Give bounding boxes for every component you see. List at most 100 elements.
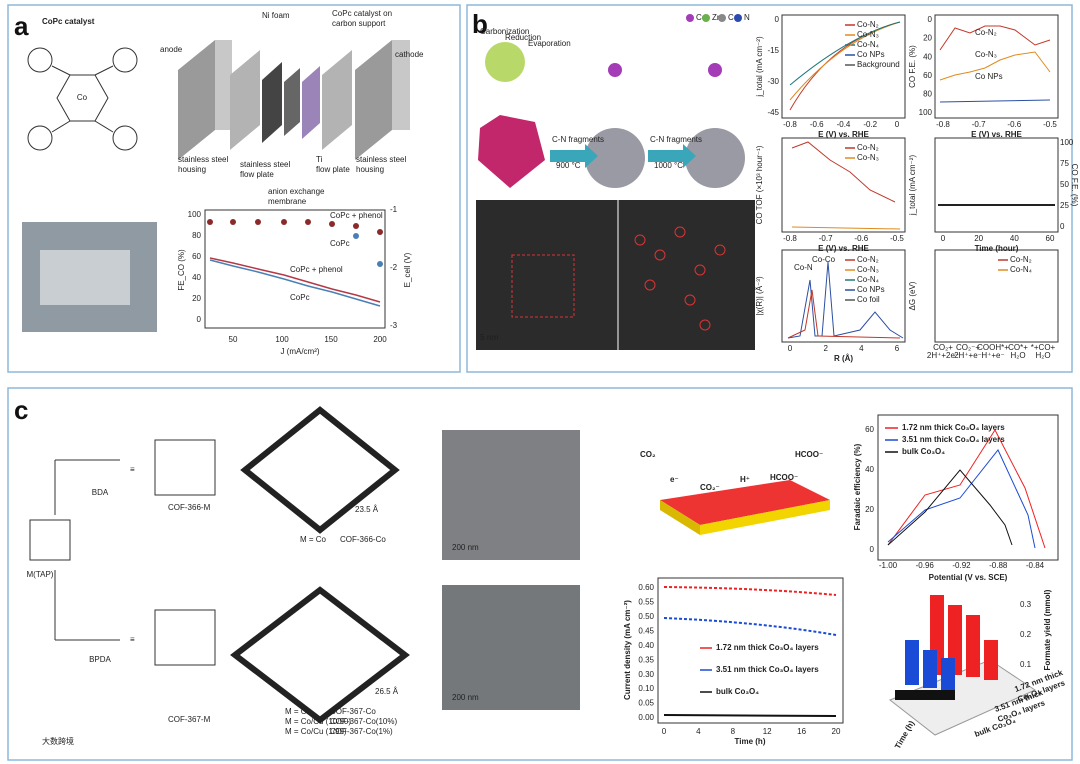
legend-label: Co-N₃ xyxy=(975,50,997,59)
y-tick-label: 40 xyxy=(192,273,201,282)
sem-image xyxy=(442,585,580,710)
legend-label: Co-N₃ xyxy=(857,265,879,274)
axis-label: R (Å) xyxy=(834,354,853,363)
x-tick-label: -0.8 xyxy=(783,120,797,129)
x-tick-label: COOH*+ xyxy=(977,343,1009,352)
y-tick-label: 20 xyxy=(865,505,874,514)
curve xyxy=(663,586,837,596)
x-tick-label: CO₂+ xyxy=(933,343,953,352)
scheme-label: 26.5 Å xyxy=(375,687,399,696)
scheme-label: COF-366-M xyxy=(168,503,211,512)
axis-label: Potential (V vs. SCE) xyxy=(929,573,1008,582)
annotation: Co-Co xyxy=(812,255,836,264)
curve xyxy=(939,25,1051,51)
y-tick-label: 0 xyxy=(870,545,875,554)
c-chart-frames xyxy=(657,414,1059,724)
axis-label: E_cell (V) xyxy=(403,252,412,287)
y-tick-label: 0.30 xyxy=(638,670,654,679)
b-chart-frames xyxy=(781,14,1059,343)
y-tick-label: 0.05 xyxy=(638,699,654,708)
legend-label: Co-N₃ xyxy=(857,153,879,162)
x-tick-label: CO*+ xyxy=(1008,343,1028,352)
molecule xyxy=(27,47,138,151)
y-tick-label: -1 xyxy=(390,205,398,214)
y-tick-label: 40 xyxy=(923,52,932,61)
diagram-label: stainless steel xyxy=(240,160,290,169)
chart-frame xyxy=(657,577,844,724)
chart-frame xyxy=(781,249,906,343)
y-tick-label: -2 xyxy=(390,263,398,272)
chart-frame xyxy=(934,14,1059,119)
x-tick-label: 0 xyxy=(895,120,900,129)
scheme-label: M(TAP) xyxy=(27,570,54,579)
y-tick-label: 0.2 xyxy=(1020,630,1032,639)
axis-label: CO F.E. (%) xyxy=(908,45,917,88)
x-tick-label: -0.6 xyxy=(810,120,824,129)
x-tick-label: 20 xyxy=(974,234,983,243)
watermark: 大数跨境 xyxy=(42,736,74,746)
y-tick-label: 100 xyxy=(919,108,933,117)
atom-label: Co xyxy=(696,13,707,22)
y-tick-label: 75 xyxy=(1060,159,1069,168)
axis-label: Current density (mA cm⁻²) xyxy=(623,600,632,700)
x-tick-label: 2H⁺+e⁻ xyxy=(954,351,982,360)
axis-label: J (mA/cm²) xyxy=(280,347,319,356)
diagram-label: flow plate xyxy=(240,170,274,179)
scale-bar: 200 nm xyxy=(452,693,479,702)
x-tick-label: 2H⁺+2e⁻ xyxy=(927,351,959,360)
scheme-label: ≡ xyxy=(130,635,135,644)
chart-frame xyxy=(934,249,1059,343)
y-tick-label: 0.00 xyxy=(638,713,654,722)
panel-label: c xyxy=(14,395,28,425)
legend-label: bulk Co₃O₄ xyxy=(716,687,759,696)
schematic-label: Reduction xyxy=(505,33,541,42)
photo-detail xyxy=(40,250,130,305)
legend-label: 3.51 nm thick Co₃O₄ layers xyxy=(902,435,1005,444)
axis-label: Time (hour) xyxy=(975,244,1019,253)
x-tick-label: -0.2 xyxy=(863,120,877,129)
annotation: Co-N xyxy=(794,263,813,272)
diagram-label: anion exchange xyxy=(268,187,325,196)
curve xyxy=(887,428,1046,549)
scale-bar: 5 nm xyxy=(480,333,499,342)
x-tick-label: 50 xyxy=(229,335,238,344)
y-tick-label: 100 xyxy=(188,210,202,219)
curve xyxy=(939,99,1051,103)
x-tick-label: 40 xyxy=(1010,234,1019,243)
axis-label: FE_CO (%) xyxy=(177,249,186,291)
x-tick-label: CO₂⁻+ xyxy=(956,343,980,352)
x-tick-label: 2 xyxy=(823,344,828,353)
y-tick-label: 40 xyxy=(865,465,874,474)
axis-label: Time (h) xyxy=(735,737,766,746)
y-tick-label: -45 xyxy=(767,108,779,117)
y-tick-label: 0.35 xyxy=(638,655,654,664)
schematic-label: C-N fragments xyxy=(650,135,702,144)
y-tick-label: 0 xyxy=(928,15,933,24)
legend-label: Co NPs xyxy=(857,50,885,59)
y-tick-label: 0 xyxy=(197,315,202,324)
y-tick-label: 0.10 xyxy=(638,684,654,693)
scheme-label: ≡ xyxy=(130,465,135,474)
sem-image xyxy=(442,430,580,560)
scheme-label: CO₂ xyxy=(640,450,656,459)
scheme-label: M = Co xyxy=(300,535,327,544)
x-tick-label: -0.88 xyxy=(989,561,1008,570)
x-tick-label: 4 xyxy=(859,344,864,353)
y-tick-label: 60 xyxy=(192,252,201,261)
x-tick-label: -1.00 xyxy=(879,561,898,570)
y-tick-label: 20 xyxy=(923,34,932,43)
cof-scheme xyxy=(29,439,216,666)
x-tick-label: 12 xyxy=(763,727,772,736)
diagram-label: housing xyxy=(178,165,206,174)
panel-label: a xyxy=(14,11,29,41)
scheme-label: HCOO⁻ xyxy=(795,450,823,459)
y-tick-label: 60 xyxy=(865,425,874,434)
x-tick-label: 100 xyxy=(275,335,289,344)
y-tick-label: 80 xyxy=(923,90,932,99)
cof-lattice xyxy=(230,406,410,724)
x-tick-label: -0.8 xyxy=(936,120,950,129)
x-tick-label: -0.92 xyxy=(952,561,971,570)
y-tick-label: 0 xyxy=(1060,222,1065,231)
atom-label: Zn xyxy=(712,13,721,22)
x-tick-label: -0.5 xyxy=(1043,120,1057,129)
